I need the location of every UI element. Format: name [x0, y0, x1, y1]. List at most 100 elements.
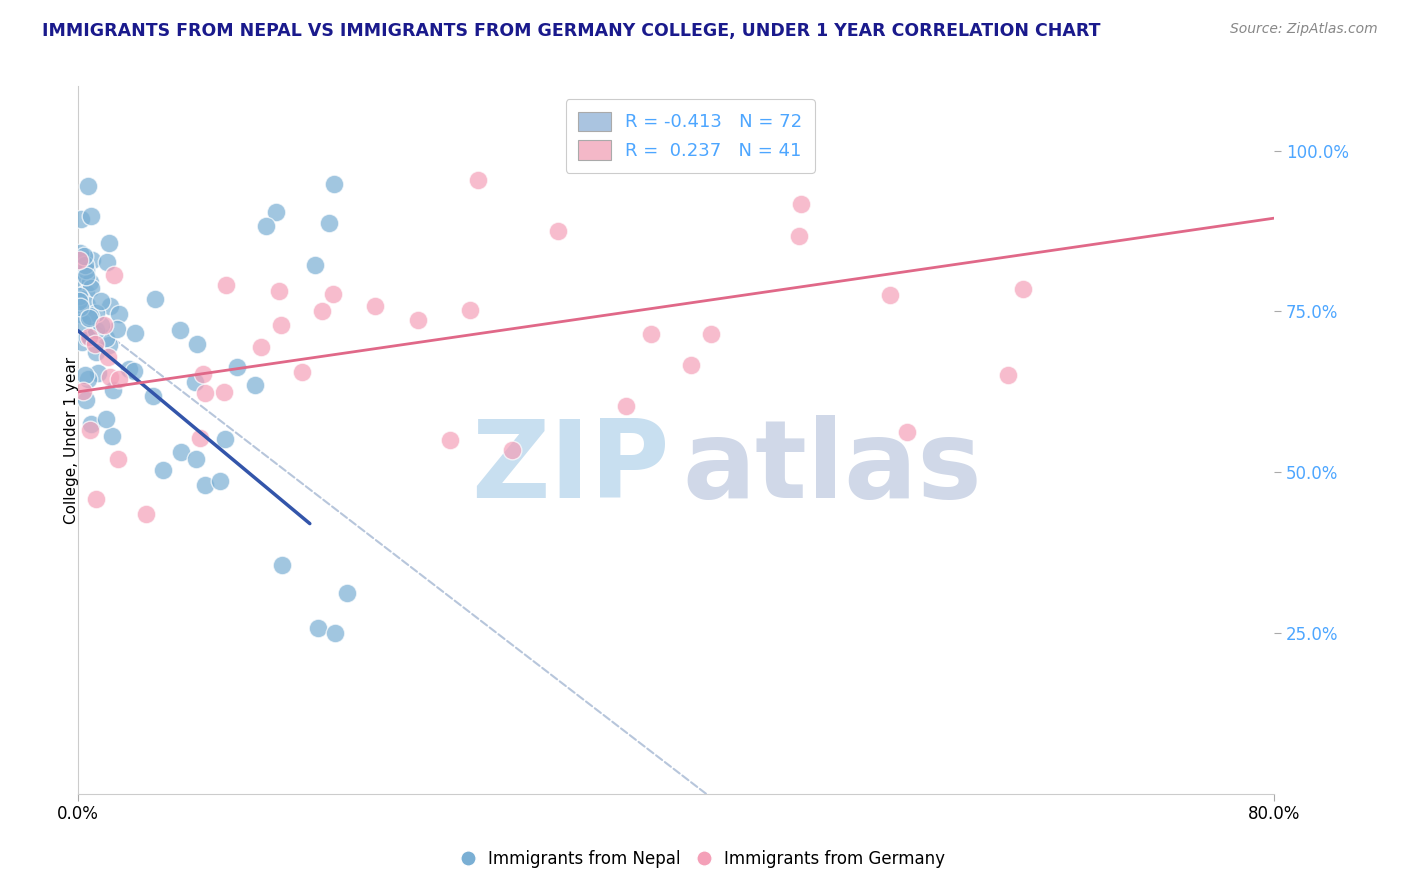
- Point: [169, 323, 191, 337]
- Point: [72, 293, 94, 308]
- Point: [679, 358, 702, 372]
- Point: [105, 321, 128, 335]
- Point: [72, 335, 94, 350]
- Point: [70, 315, 93, 329]
- Point: [406, 313, 429, 327]
- Point: [69, 301, 91, 315]
- Point: [997, 368, 1019, 383]
- Point: [77, 372, 100, 386]
- Point: [69, 293, 91, 308]
- Point: [90, 293, 112, 308]
- Point: [84, 491, 107, 506]
- Point: [98, 299, 121, 313]
- Point: [103, 268, 125, 282]
- Y-axis label: College, Under 1 year: College, Under 1 year: [63, 357, 79, 524]
- Point: [69, 307, 91, 321]
- Point: [1012, 282, 1035, 296]
- Point: [84, 305, 107, 319]
- Text: atlas: atlas: [682, 416, 981, 521]
- Point: [194, 478, 217, 492]
- Point: [214, 432, 236, 446]
- Point: [879, 287, 901, 301]
- Point: [790, 196, 813, 211]
- Point: [194, 386, 217, 401]
- Point: [270, 318, 292, 333]
- Point: [75, 392, 97, 407]
- Point: [72, 384, 94, 398]
- Point: [304, 258, 326, 272]
- Point: [77, 329, 100, 343]
- Point: [79, 330, 101, 344]
- Point: [96, 412, 118, 426]
- Point: [789, 229, 811, 244]
- Point: [145, 292, 167, 306]
- Point: [191, 367, 214, 381]
- Point: [80, 417, 103, 431]
- Point: [67, 289, 90, 303]
- Point: [75, 269, 97, 284]
- Point: [97, 338, 120, 352]
- Point: [69, 294, 91, 309]
- Point: [80, 280, 103, 294]
- Point: [209, 474, 232, 488]
- Point: [84, 337, 107, 351]
- Point: [640, 327, 662, 342]
- Point: [547, 224, 569, 238]
- Point: [336, 586, 359, 600]
- Point: [322, 178, 344, 192]
- Point: [896, 425, 918, 440]
- Point: [117, 362, 139, 376]
- Point: [186, 337, 208, 351]
- Point: [142, 389, 165, 403]
- Point: [108, 372, 131, 386]
- Point: [152, 463, 174, 477]
- Point: [90, 318, 112, 332]
- Point: [107, 451, 129, 466]
- Point: [267, 284, 290, 298]
- Point: [76, 298, 98, 312]
- Point: [307, 621, 329, 635]
- Point: [122, 364, 145, 378]
- Point: [124, 326, 146, 340]
- Point: [76, 330, 98, 344]
- Point: [311, 304, 333, 318]
- Point: [700, 327, 723, 342]
- Point: [75, 258, 97, 272]
- Point: [135, 507, 157, 521]
- Point: [67, 277, 90, 291]
- Point: [107, 307, 129, 321]
- Point: [87, 366, 110, 380]
- Text: Source: ZipAtlas.com: Source: ZipAtlas.com: [1230, 22, 1378, 37]
- Point: [80, 252, 103, 267]
- Point: [84, 345, 107, 359]
- Point: [79, 275, 101, 289]
- Point: [183, 376, 205, 390]
- Point: [98, 370, 121, 384]
- Point: [73, 250, 96, 264]
- Point: [439, 433, 461, 447]
- Point: [101, 383, 124, 397]
- Point: [290, 365, 312, 379]
- Point: [271, 558, 294, 573]
- Point: [364, 299, 387, 313]
- Point: [70, 212, 93, 227]
- Point: [79, 423, 101, 437]
- Point: [266, 205, 288, 219]
- Point: [467, 173, 489, 187]
- Point: [98, 236, 121, 251]
- Point: [322, 287, 344, 301]
- Text: IMMIGRANTS FROM NEPAL VS IMMIGRANTS FROM GERMANY COLLEGE, UNDER 1 YEAR CORRELATI: IMMIGRANTS FROM NEPAL VS IMMIGRANTS FROM…: [42, 22, 1101, 40]
- Point: [325, 626, 347, 640]
- Point: [243, 378, 266, 392]
- Point: [69, 246, 91, 260]
- Point: [96, 254, 118, 268]
- Point: [70, 292, 93, 306]
- Legend: R = -0.413   N = 72, R =  0.237   N = 41: R = -0.413 N = 72, R = 0.237 N = 41: [565, 99, 815, 173]
- Point: [79, 310, 101, 324]
- Point: [215, 278, 238, 293]
- Text: ZIP: ZIP: [471, 416, 671, 521]
- Point: [212, 385, 235, 400]
- Point: [460, 303, 482, 318]
- Point: [75, 286, 97, 301]
- Point: [186, 451, 208, 466]
